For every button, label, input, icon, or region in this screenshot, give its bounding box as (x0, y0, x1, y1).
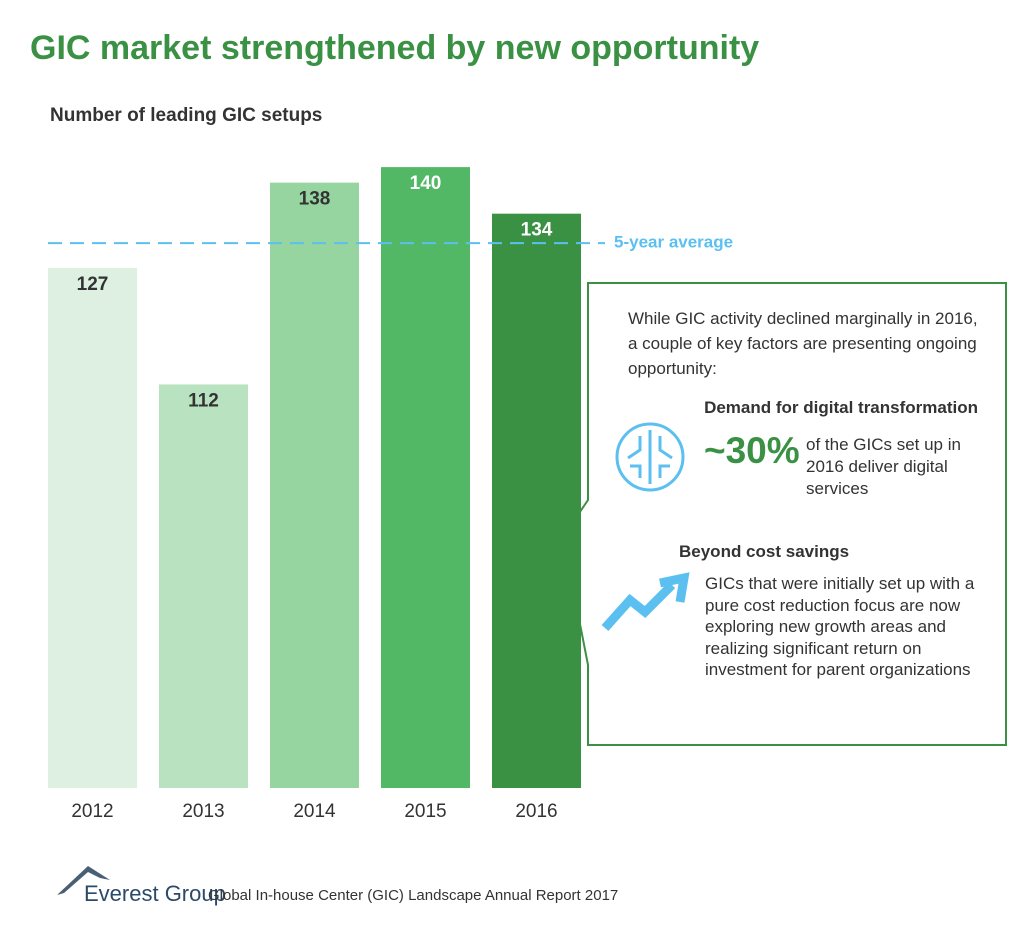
value-label: 138 (299, 189, 331, 210)
bar (492, 213, 581, 788)
growth-icon (601, 572, 690, 631)
value-label: 127 (77, 274, 109, 295)
point-text: of the GICs set up in 2016 deliver digit… (806, 435, 961, 498)
callout-box (561, 282, 1007, 746)
value-label: 112 (188, 390, 219, 411)
chart-subtitle: Number of leading GIC setups (50, 105, 322, 126)
bar (48, 268, 137, 788)
digital-icon (615, 422, 685, 492)
callout-intro: While GIC activity declined marginally i… (628, 309, 978, 378)
bar (381, 167, 470, 789)
value-label: 140 (410, 173, 442, 194)
average-label: 5-year average (614, 233, 733, 252)
value-label: 134 (521, 220, 553, 241)
x-tick-label: 2015 (404, 801, 446, 822)
x-tick-label: 2013 (182, 801, 224, 822)
x-tick-label: 2016 (515, 801, 557, 822)
logo-mark (57, 866, 110, 895)
point-heading: Beyond cost savings (679, 542, 850, 561)
brand: Everest Group (84, 881, 226, 906)
bar (270, 182, 359, 789)
source: Global In-house Center (GIC) Landscape A… (208, 887, 618, 904)
chart-title: GIC market strengthened by new opportuni… (30, 29, 759, 67)
x-tick-label: 2012 (71, 801, 113, 822)
x-tick-label: 2014 (293, 801, 336, 822)
bar (159, 384, 248, 788)
point-text: GICs that were initially set up with a p… (705, 574, 975, 679)
point-heading: Demand for digital transformation (704, 398, 978, 417)
point-stat: ~30% (704, 430, 800, 471)
